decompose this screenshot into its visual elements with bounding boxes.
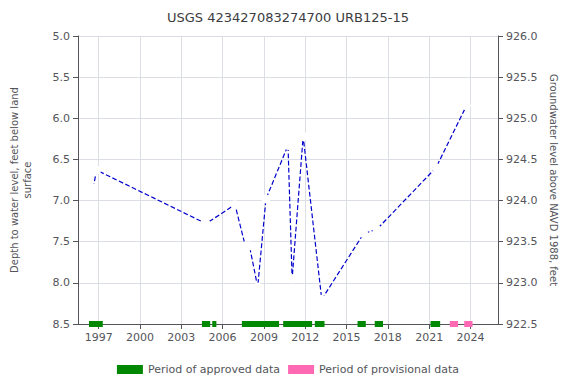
svg-text:Groundwater level above NAVD 1: Groundwater level above NAVD 1988, feet — [548, 74, 559, 286]
svg-text:5.5: 5.5 — [53, 71, 71, 84]
svg-text:2006: 2006 — [209, 331, 237, 344]
svg-text:924.5: 924.5 — [506, 153, 538, 166]
svg-text:7.5: 7.5 — [53, 235, 71, 248]
svg-text:2000: 2000 — [126, 331, 154, 344]
svg-text:1997: 1997 — [85, 331, 113, 344]
svg-text:2021: 2021 — [415, 331, 443, 344]
svg-text:924.0: 924.0 — [506, 194, 538, 207]
svg-text:7.0: 7.0 — [53, 194, 71, 207]
svg-text:USGS 423427083274700 URB125-15: USGS 423427083274700 URB125-15 — [167, 10, 409, 25]
svg-text:926.0: 926.0 — [506, 30, 538, 43]
svg-text:2012: 2012 — [291, 331, 319, 344]
svg-text:923.0: 923.0 — [506, 276, 538, 289]
svg-text:925.5: 925.5 — [506, 71, 538, 84]
svg-text:2024: 2024 — [456, 331, 484, 344]
svg-text:2009: 2009 — [250, 331, 278, 344]
svg-text:surface: surface — [22, 162, 33, 199]
svg-text:2003: 2003 — [167, 331, 195, 344]
svg-text:6.0: 6.0 — [53, 112, 71, 125]
svg-text:2015: 2015 — [333, 331, 361, 344]
svg-text:6.5: 6.5 — [53, 153, 71, 166]
svg-text:923.5: 923.5 — [506, 235, 538, 248]
svg-text:922.5: 922.5 — [506, 318, 538, 331]
svg-text:925.0: 925.0 — [506, 112, 538, 125]
svg-text:Period of approved data: Period of approved data — [148, 363, 280, 376]
svg-text:5.0: 5.0 — [53, 30, 71, 43]
svg-text:8.5: 8.5 — [53, 318, 71, 331]
svg-text:2018: 2018 — [374, 331, 402, 344]
svg-text:8.0: 8.0 — [53, 276, 71, 289]
svg-text:Depth to water level, feet bel: Depth to water level, feet below land — [9, 87, 20, 273]
svg-text:Period of provisional data: Period of provisional data — [319, 363, 459, 376]
